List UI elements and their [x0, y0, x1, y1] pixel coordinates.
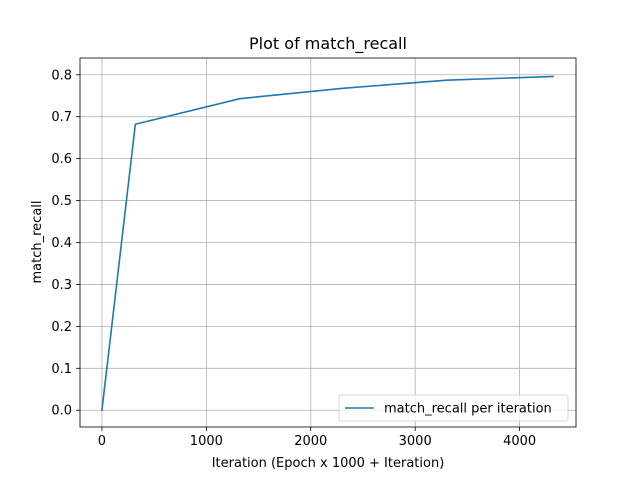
y-tick-label-8: 0.8: [51, 68, 72, 83]
y-axis-label: match_recall: [30, 200, 45, 283]
ticks: 0 1000 2000 3000 4000 0.0 0.1 0.2 0.3 0.4 0.5 0.6 0.…: [51, 68, 536, 449]
x-axis-label: Iteration (Epoch x 1000 + Iteration): [212, 456, 445, 471]
y-tick-label-1: 0.1: [51, 362, 72, 377]
legend-label: match_recall per iteration: [384, 402, 552, 417]
grid: [80, 58, 576, 427]
x-tick-label-0: 0: [98, 434, 106, 449]
series-line-0: [101, 75, 554, 412]
x-tick-label-2: 2000: [294, 434, 327, 449]
y-tick-label-2: 0.2: [51, 320, 72, 335]
y-tick-label-3: 0.3: [51, 278, 72, 293]
x-tick-label-4: 4000: [503, 434, 536, 449]
y-tick-label-6: 0.6: [51, 152, 72, 167]
legend: match_recall per iteration: [338, 394, 569, 422]
x-tick-label-1: 1000: [190, 434, 223, 449]
chart-title: Plot of match_recall: [249, 34, 407, 54]
y-tick-label-0: 0.0: [51, 404, 72, 419]
x-tick-label-3: 3000: [399, 434, 432, 449]
series: [101, 75, 554, 412]
y-tick-label-4: 0.4: [51, 236, 72, 251]
y-tick-label-7: 0.7: [51, 110, 72, 125]
legend-box: [338, 394, 569, 422]
y-tick-label-5: 0.5: [51, 194, 72, 209]
